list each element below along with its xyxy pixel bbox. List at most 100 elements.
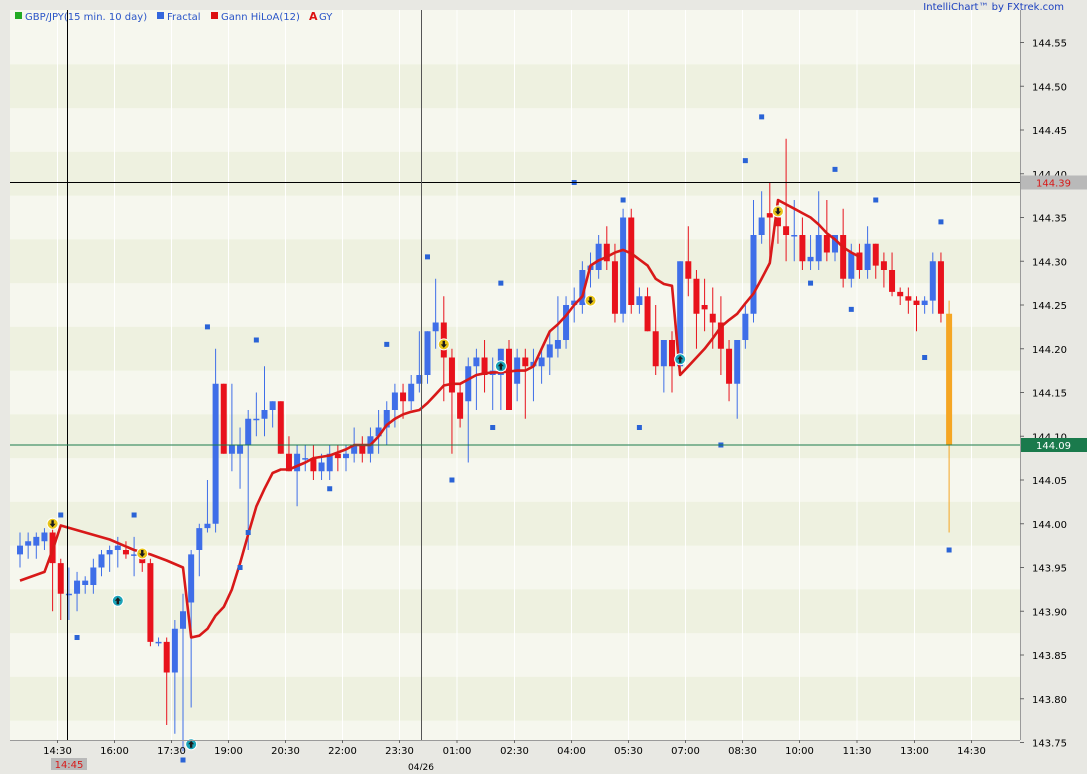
- fractal-point: [620, 197, 626, 203]
- signal-arrow: [49, 520, 56, 528]
- fractal-point: [327, 486, 333, 492]
- legend-swatch-icon: [211, 12, 218, 19]
- candle-body: [856, 252, 863, 270]
- price-tick-label: 143.80: [1032, 695, 1067, 706]
- sell-signal-icon: [584, 294, 597, 307]
- candle-body: [693, 278, 700, 314]
- candle-body: [791, 235, 798, 237]
- vertical-gridlines: [57, 10, 972, 740]
- candle-body: [823, 235, 830, 253]
- time-tick-label: 07:00: [671, 746, 700, 757]
- candle-body: [571, 300, 578, 305]
- candle-body: [766, 213, 773, 218]
- fractal-point: [204, 324, 210, 330]
- price-tick-label: 143.95: [1032, 564, 1067, 575]
- candle-body: [677, 261, 684, 367]
- candle-body: [375, 427, 382, 437]
- fractal-point: [946, 547, 952, 553]
- candle-body: [391, 392, 398, 410]
- candle-body: [122, 550, 129, 555]
- candle-body: [326, 453, 333, 472]
- candle-body: [269, 401, 276, 410]
- signal-arrow: [497, 362, 504, 370]
- fractal-point: [131, 512, 137, 518]
- price-tick-label: 144.15: [1032, 389, 1067, 400]
- time-tick-label: 08:30: [728, 746, 757, 757]
- fractal-point: [808, 280, 814, 286]
- candle-body: [652, 331, 659, 367]
- fractal-points: [58, 114, 952, 763]
- crosshair-price-tag: [1021, 175, 1087, 190]
- fractal-point: [938, 219, 944, 225]
- time-tick-label: 19:00: [214, 746, 243, 757]
- sell-signal-icon: [771, 205, 784, 218]
- candle-body: [864, 243, 871, 270]
- time-tick-label: 13:00: [900, 746, 929, 757]
- candle-body: [669, 340, 675, 367]
- fractal-point: [253, 337, 259, 343]
- fractal-point: [425, 254, 430, 260]
- candle-body: [937, 261, 944, 314]
- candle-body: [636, 296, 643, 305]
- price-tick-label: 144.20: [1032, 345, 1067, 356]
- candle-body: [603, 243, 610, 262]
- candle-body: [807, 256, 814, 262]
- candle-body: [473, 357, 480, 367]
- candle-body: [228, 445, 235, 454]
- candle-body: [750, 235, 757, 314]
- legend-label: GY: [319, 12, 333, 23]
- fractal-point: [742, 158, 748, 164]
- time-axis: 14:30 16:00 17:30 19:00 20:30 22:00 23:30 01:00…: [10, 740, 1020, 773]
- candle-body: [522, 357, 529, 367]
- price-tick-label: 144.30: [1032, 257, 1067, 268]
- candle-body: [709, 313, 716, 323]
- fractal-point: [180, 757, 186, 763]
- price-tick-label: 144.40: [1032, 170, 1067, 181]
- candle-body: [114, 545, 121, 550]
- price-tick-label: 144.05: [1032, 476, 1067, 487]
- candle-body: [432, 322, 439, 332]
- price-tick-label: 143.85: [1032, 651, 1067, 662]
- candle-body: [212, 383, 219, 524]
- candle-body: [253, 418, 260, 421]
- candle-body: [457, 392, 464, 419]
- fractal-point: [384, 341, 390, 347]
- candle-body: [17, 545, 23, 555]
- candle-body: [57, 563, 64, 594]
- candle-body: [815, 235, 822, 262]
- legend: GBP/JPY(15 min. 10 day) Fractal Gann HiLoA…: [15, 10, 333, 23]
- candle-body: [880, 261, 887, 270]
- price-tick-label: 144.10: [1032, 432, 1067, 443]
- time-tick-label: 17:30: [157, 746, 186, 757]
- fractal-point: [636, 425, 642, 430]
- fractal-point: [490, 425, 496, 430]
- time-tick-label: 14:30: [43, 746, 72, 757]
- candle-body: [180, 611, 186, 629]
- price-tick-label: 144.25: [1032, 301, 1067, 312]
- crosshair-time-label: 14:45: [55, 760, 84, 770]
- candle-body: [644, 296, 651, 332]
- time-tick-label: 05:30: [614, 746, 643, 757]
- price-tick-label: 144.50: [1032, 82, 1067, 93]
- fractal-point: [873, 197, 879, 203]
- candle-body: [546, 344, 553, 358]
- candle-body: [261, 410, 268, 419]
- candle-body: [538, 357, 545, 367]
- candle-body: [620, 217, 627, 314]
- candle-body: [147, 563, 154, 642]
- candle-body: [25, 541, 32, 546]
- price-tick-label: 144.00: [1032, 520, 1067, 531]
- candle-body: [579, 270, 586, 305]
- candle-body: [905, 296, 912, 301]
- candle-body: [294, 453, 301, 472]
- candle-body: [595, 243, 602, 270]
- candle-body: [82, 580, 89, 585]
- candle-body: [285, 453, 292, 472]
- time-tick-label: 16:00: [100, 746, 129, 757]
- last-price-tag: [1021, 438, 1087, 452]
- candle-body: [921, 300, 928, 305]
- signal-arrow: [774, 207, 781, 215]
- brand-label[interactable]: IntelliChart™ by FXtrek.com: [923, 2, 1064, 13]
